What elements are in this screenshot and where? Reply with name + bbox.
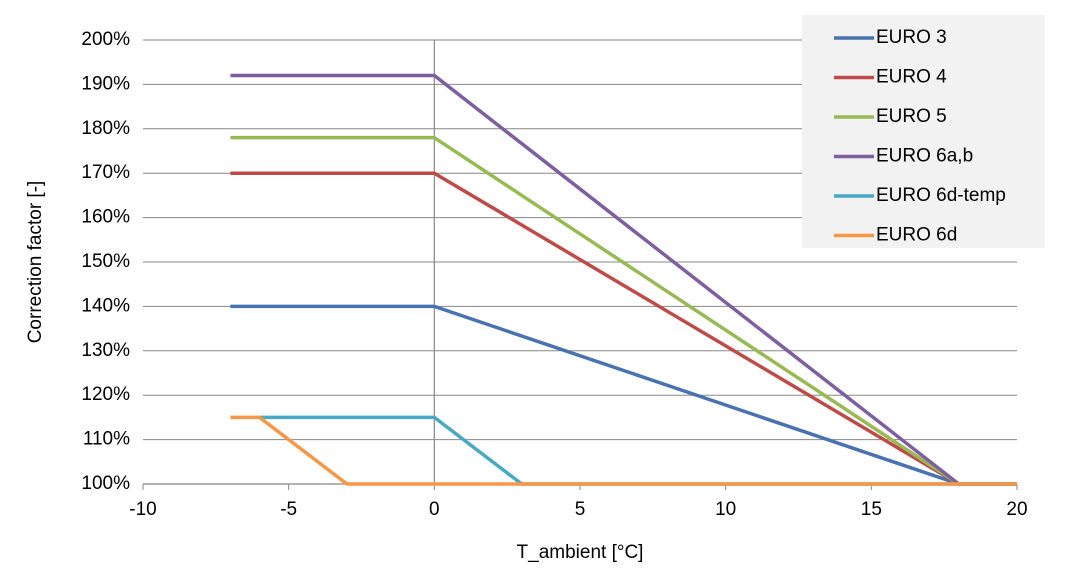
x-tick-label: -10 xyxy=(129,499,156,520)
y-tick-label: 120% xyxy=(81,384,130,405)
x-tick-label: 5 xyxy=(575,499,586,520)
x-tick-label: 20 xyxy=(1006,499,1027,520)
legend-box xyxy=(802,15,1045,248)
x-tick-label: 0 xyxy=(429,499,440,520)
x-tick-label: 10 xyxy=(715,499,736,520)
y-tick-label: 200% xyxy=(81,29,130,50)
y-tick-label: 140% xyxy=(81,295,130,316)
y-axis-title: Correction factor [-] xyxy=(25,181,46,344)
y-tick-label: 170% xyxy=(81,162,130,183)
legend-label: EURO 6a,b xyxy=(876,146,973,167)
y-tick-label: 110% xyxy=(83,429,130,450)
series-line xyxy=(230,415,1017,486)
x-axis-title: T_ambient [°C] xyxy=(517,542,644,563)
y-tick-label: 130% xyxy=(81,340,130,361)
y-tick-label: 150% xyxy=(81,251,130,272)
y-tick-label: 190% xyxy=(81,73,130,94)
y-tick-label: 100% xyxy=(81,473,130,494)
y-tick-label: 180% xyxy=(81,118,130,139)
legend-label: EURO 6d xyxy=(876,225,957,246)
x-tick-label: 15 xyxy=(861,499,882,520)
legend-label: EURO 5 xyxy=(876,106,947,127)
x-tick-label: -5 xyxy=(280,499,297,520)
legend-label: EURO 3 xyxy=(876,27,947,48)
legend-label: EURO 4 xyxy=(876,67,947,88)
legend-label: EURO 6d-temp xyxy=(876,185,1006,206)
y-tick-label: 160% xyxy=(81,207,130,228)
